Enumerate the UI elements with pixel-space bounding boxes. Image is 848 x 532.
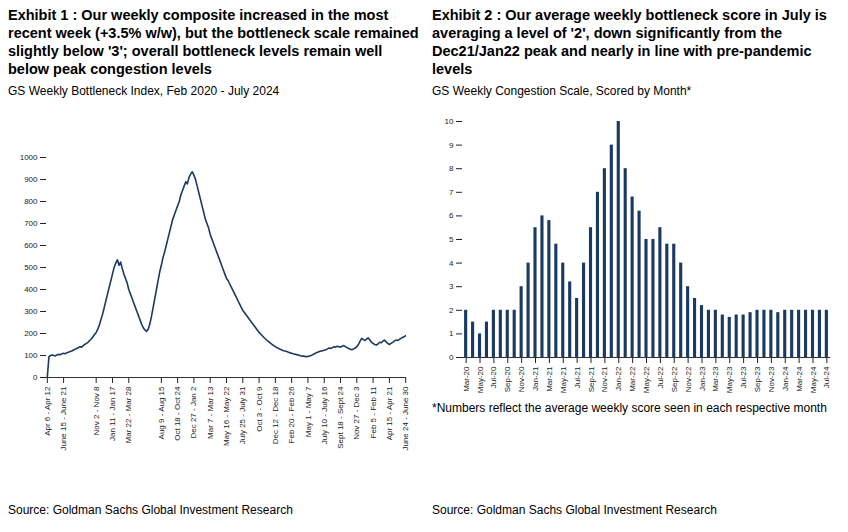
html-text:Source: Goldman Sachs Global I: Source: Goldman Sachs Global Investment …: [432, 503, 717, 517]
svg-text:Feb 5 - Feb 11: Feb 5 - Feb 11: [369, 386, 378, 438]
svg-text:8: 8: [449, 164, 454, 173]
svg-text:May-22: May-22: [642, 366, 651, 393]
svg-text:Nov-21: Nov-21: [600, 366, 609, 392]
svg-text:700: 700: [24, 219, 38, 228]
svg-text:Dec 27 - Jan 2: Dec 27 - Jan 2: [189, 386, 198, 439]
svg-text:Nov-22: Nov-22: [684, 366, 693, 392]
svg-text:June 15 - June 21: June 15 - June 21: [59, 386, 68, 451]
svg-text:300: 300: [24, 307, 38, 316]
svg-text:600: 600: [24, 241, 38, 250]
html-text:*Numbers reflect the average w: *Numbers reflect the average weekly scor…: [432, 401, 827, 415]
html-text:Exhibit 1 : Our weekly composi: Exhibit 1 : Our weekly composite increas…: [8, 7, 419, 77]
svg-text:900: 900: [24, 175, 38, 184]
svg-text:Sep-20: Sep-20: [503, 366, 512, 392]
svg-text:Mar-22: Mar-22: [628, 366, 637, 392]
svg-text:Jan 11 - Jan 17: Jan 11 - Jan 17: [108, 386, 117, 441]
html-text:Exhibit 2 : Our average weekly: Exhibit 2 : Our average weekly bottlenec…: [432, 7, 827, 77]
svg-text:July 25 - July 31: July 25 - July 31: [238, 386, 247, 444]
svg-text:Jul-24: Jul-24: [822, 366, 831, 388]
svg-text:Mar-21: Mar-21: [545, 366, 554, 392]
svg-text:500: 500: [24, 263, 38, 272]
svg-text:10: 10: [445, 117, 454, 126]
svg-text:Sep-22: Sep-22: [670, 366, 679, 392]
svg-text:Dec 12 - Dec 18: Dec 12 - Dec 18: [271, 386, 280, 444]
svg-text:May 16 - May 22: May 16 - May 22: [222, 386, 231, 446]
svg-text:Mar-23: Mar-23: [711, 366, 720, 392]
svg-text:Mar-20: Mar-20: [462, 366, 471, 392]
svg-text:Apr 6 - Apr 12: Apr 6 - Apr 12: [43, 386, 52, 436]
svg-text:Nov-20: Nov-20: [517, 366, 526, 392]
svg-text:2: 2: [449, 306, 454, 315]
svg-text:6: 6: [449, 211, 454, 220]
html-text:GS Weekly Bottleneck Index, Fe: GS Weekly Bottleneck Index, Feb 2020 - J…: [8, 84, 280, 98]
svg-text:0: 0: [33, 373, 38, 382]
svg-text:Mar 22 - Mar 28: Mar 22 - Mar 28: [124, 386, 133, 443]
svg-text:Sept 18 - Sept 24: Sept 18 - Sept 24: [336, 386, 345, 449]
svg-text:3: 3: [449, 282, 454, 291]
svg-text:Jul-22: Jul-22: [656, 366, 665, 388]
svg-text:Jan-22: Jan-22: [614, 366, 623, 391]
svg-text:800: 800: [24, 197, 38, 206]
svg-text:Oct 18 - Oct 24: Oct 18 - Oct 24: [173, 386, 182, 441]
svg-text:Jul-23: Jul-23: [739, 366, 748, 388]
svg-text:May-24: May-24: [809, 366, 818, 393]
svg-text:0: 0: [449, 353, 454, 362]
svg-text:Mar 7 - Mar 13: Mar 7 - Mar 13: [206, 386, 215, 439]
svg-text:May-21: May-21: [559, 366, 568, 393]
svg-text:Sep-23: Sep-23: [753, 366, 762, 392]
svg-text:Mar-24: Mar-24: [795, 366, 804, 392]
svg-text:400: 400: [24, 285, 38, 294]
svg-text:7: 7: [449, 188, 454, 197]
svg-text:Jul-20: Jul-20: [489, 366, 498, 388]
svg-text:Nov 27 - Dec 3: Nov 27 - Dec 3: [352, 386, 361, 440]
svg-text:Jul-21: Jul-21: [573, 366, 582, 388]
svg-text:May-20: May-20: [476, 366, 485, 393]
svg-text:Nov 2 - Nov 8: Nov 2 - Nov 8: [92, 386, 101, 435]
html-text:Source: Goldman Sachs Global I: Source: Goldman Sachs Global Investment …: [8, 503, 293, 517]
svg-text:Sep-21: Sep-21: [587, 366, 596, 392]
svg-text:Feb 20 - Feb 26: Feb 20 - Feb 26: [287, 386, 296, 443]
svg-text:Jan-23: Jan-23: [698, 366, 707, 391]
svg-text:Apr 15 - Apr 21: Apr 15 - Apr 21: [385, 386, 394, 440]
svg-text:Jan-24: Jan-24: [781, 366, 790, 391]
svg-text:4: 4: [449, 259, 454, 268]
svg-text:200: 200: [24, 329, 38, 338]
svg-text:May-23: May-23: [725, 366, 734, 393]
svg-text:1000: 1000: [20, 153, 38, 162]
svg-text:May 1 - May 7: May 1 - May 7: [304, 386, 313, 437]
html-text:GS Weekly Congestion Scale, Sc: GS Weekly Congestion Scale, Scored by Mo…: [432, 84, 692, 98]
svg-text:Jan-21: Jan-21: [531, 366, 540, 391]
svg-text:1: 1: [449, 329, 454, 338]
svg-text:Nov-23: Nov-23: [767, 366, 776, 392]
svg-text:5: 5: [449, 235, 454, 244]
svg-text:100: 100: [24, 351, 38, 360]
svg-text:Aug 9 - Aug 15: Aug 9 - Aug 15: [157, 386, 166, 439]
svg-text:Oct 3 - Oct 9: Oct 3 - Oct 9: [255, 386, 264, 432]
svg-text:9: 9: [449, 141, 454, 150]
svg-text:July 10 - July 16: July 10 - July 16: [320, 386, 329, 444]
svg-text:June 24 - June 30: June 24 - June 30: [401, 386, 410, 451]
